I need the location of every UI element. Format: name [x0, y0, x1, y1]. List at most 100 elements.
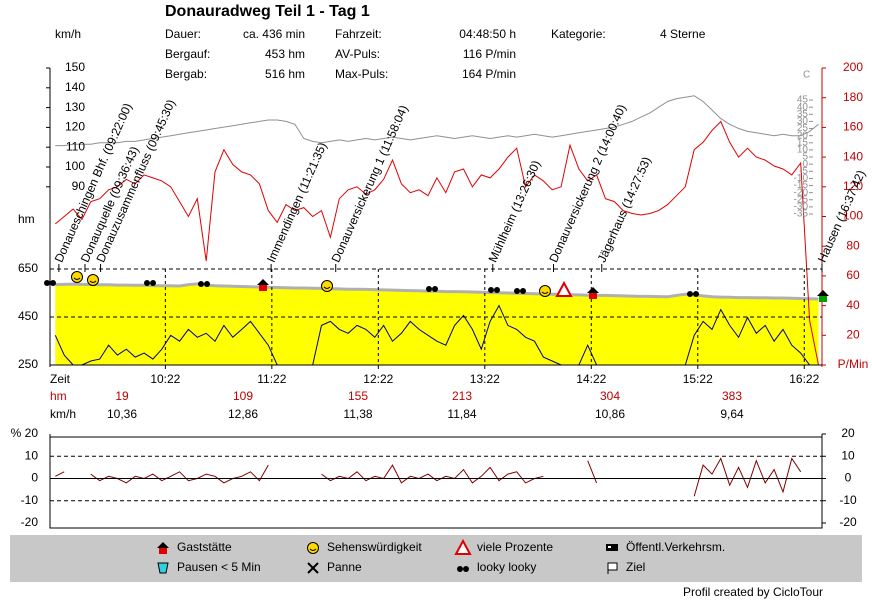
y-tick-label: 120: [65, 120, 85, 134]
stat-label: AV-Puls:: [335, 47, 380, 61]
stat-label: Max-Puls:: [335, 67, 388, 81]
stat-label: Fahrzeit:: [335, 27, 382, 41]
series-line: [54, 120, 819, 366]
icon-house: [157, 542, 169, 548]
icon-binoculars: [520, 288, 526, 294]
y2-tick-label: 60: [846, 268, 860, 282]
y-axis-label: km/h: [55, 27, 81, 41]
icon-house: [587, 287, 599, 293]
icon-binoculars: [204, 281, 210, 287]
series-line: [55, 95, 819, 147]
chart-title: Donauradweg Teil 1 - Tag 1: [165, 3, 370, 20]
icon-tool: [307, 562, 319, 574]
x-tick-label: 14:22: [576, 372, 606, 386]
stat-value: 4 Sterne: [660, 27, 706, 41]
footer: Profil created by CicloTour: [683, 585, 823, 599]
hm-tick-label: 250: [18, 357, 38, 371]
stat-label: Bergauf:: [165, 47, 210, 61]
icon-train: [608, 546, 611, 548]
icon-binoculars: [494, 287, 500, 293]
stat-value: 116 P/min: [463, 47, 516, 61]
stat-label: Kategorie:: [551, 27, 606, 41]
x-tick-label: 10:22: [150, 372, 180, 386]
temp-tick-label: 10: [797, 145, 809, 156]
legend-label: looky looky: [477, 560, 536, 574]
temp-tick-label: 0: [802, 159, 808, 170]
icon-binoculars: [463, 566, 469, 572]
temp-tick-label: 35: [797, 109, 809, 120]
x-tick-label: 11:22: [257, 372, 286, 386]
temp-tick-label: 5: [802, 152, 808, 163]
icon-binoculars: [432, 286, 438, 292]
x-tick-label: 12:22: [363, 372, 393, 386]
legend-label: Gaststätte: [177, 540, 232, 554]
legend-label: Öffentl.Verkehrsm.: [626, 540, 725, 554]
stat-value: 04:48:50 h: [459, 27, 516, 41]
icon-smiley: [541, 291, 549, 294]
icon-binoculars: [144, 280, 150, 286]
y-tick-label: 10: [25, 448, 39, 462]
icon-binoculars: [693, 291, 699, 297]
y-tick-label: 150: [65, 60, 85, 74]
icon-binoculars: [457, 566, 463, 572]
x-tick-label: 13:22: [470, 372, 500, 386]
x-tick-label: 16:22: [789, 372, 819, 386]
icon-cup: [157, 562, 169, 574]
hm-tick-label: 650: [18, 261, 38, 275]
y-tick-label: 130: [65, 100, 85, 114]
temp-tick-label: -30: [794, 202, 809, 213]
temp-tick-label: 20: [797, 130, 809, 141]
series-line: [55, 457, 802, 497]
legend-label: Panne: [327, 560, 362, 574]
icon-smiley: [323, 286, 331, 289]
y2-tick-label: 10: [841, 448, 855, 462]
icon-house: [817, 290, 829, 296]
y2-tick-label: 200: [843, 60, 863, 74]
icon-smiley: [307, 542, 319, 554]
legend-label: Sehenswürdigkeit: [327, 540, 422, 554]
icon-smiley: [71, 271, 83, 283]
stat-value: 453 hm: [265, 47, 305, 61]
altitude-area: [55, 283, 819, 365]
y-tick-label: % 20: [11, 426, 39, 440]
y-tick-label: 110: [66, 139, 85, 153]
temp-axis-label: C: [803, 70, 810, 81]
legend-label: Ziel: [626, 560, 645, 574]
icon-binoculars: [198, 281, 204, 287]
series-line: [54, 304, 819, 366]
plot: [54, 95, 819, 366]
stat-value: 516 hm: [265, 67, 305, 81]
y-tick-label: 140: [65, 80, 85, 94]
y2-tick-label: 160: [843, 120, 863, 134]
icon-warning: [555, 280, 573, 297]
legend-panel: [10, 535, 862, 582]
hm-axis-label: hm: [18, 212, 35, 226]
y2-tick-label: -10: [839, 493, 857, 507]
y2-tick-label: 0: [845, 471, 852, 485]
icon-smiley: [89, 280, 97, 283]
y-tick-label: 90: [72, 179, 86, 193]
hm-row-label: hm: [50, 389, 67, 403]
y2-tick-label: 20: [841, 426, 855, 440]
plot: [49, 436, 823, 529]
temp-tick-label: 15: [797, 137, 809, 148]
y2-tick-label: 180: [843, 90, 863, 104]
kmh-summary: 10,86: [595, 407, 625, 421]
icon-binoculars: [488, 287, 494, 293]
icon-house: [159, 548, 167, 554]
temp-tick-label: -25: [794, 194, 809, 205]
icon-binoculars: [44, 280, 50, 286]
stat-value: ca. 436 min: [243, 27, 305, 41]
icon-house: [259, 285, 267, 291]
icon-smiley: [87, 274, 99, 286]
y2-tick-label: -20: [839, 515, 857, 529]
legend-label: Pausen < 5 Min: [177, 560, 261, 574]
icon-smiley: [539, 285, 551, 297]
y2-tick-label: P/Min: [838, 357, 869, 371]
y2-tick-label: 100: [843, 209, 863, 223]
plot-frame: [49, 436, 823, 529]
temp-tick-label: 25: [797, 123, 809, 134]
icon-binoculars: [150, 280, 156, 286]
y2-tick-label: 120: [843, 179, 863, 193]
